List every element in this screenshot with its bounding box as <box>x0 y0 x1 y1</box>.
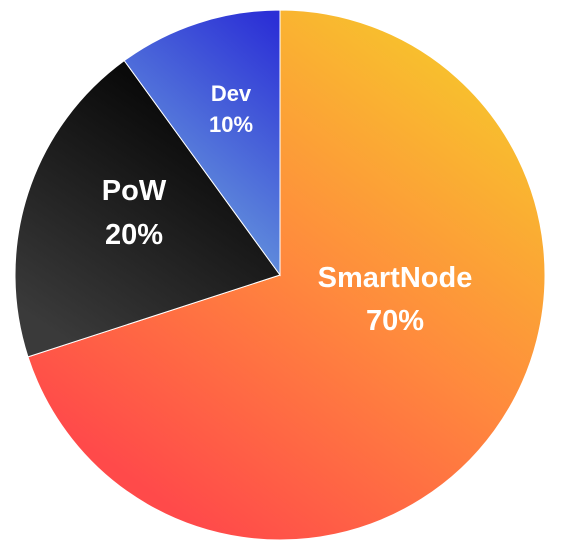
pie-slice-pow <box>14 59 281 358</box>
pie-slice-dev <box>123 9 281 277</box>
labels-layer: SmartNode 70% PoW 20% Dev 10% <box>102 81 473 337</box>
pie-slice-smartnode <box>27 9 546 541</box>
slice-percent-dev: 10% <box>209 112 253 137</box>
slice-label-smartnode: SmartNode <box>318 262 473 294</box>
slice-label-pow: PoW <box>102 175 167 207</box>
slice-percent-pow: 20% <box>105 219 163 251</box>
slice-label-dev: Dev <box>211 81 252 106</box>
slice-percent-smartnode: 70% <box>366 305 424 337</box>
slices-layer <box>14 9 546 541</box>
